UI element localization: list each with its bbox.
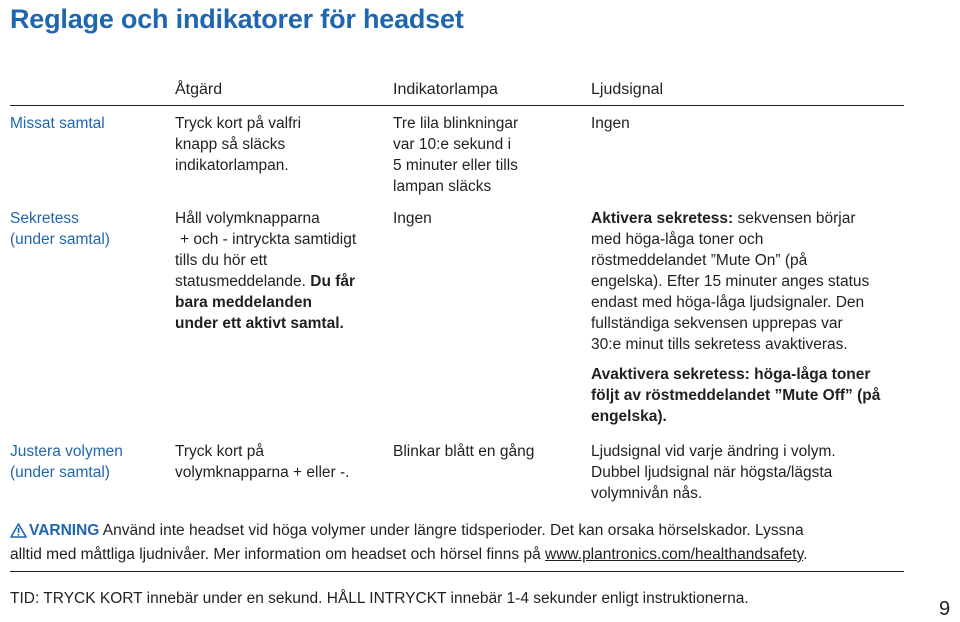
row-label: Missat samtal xyxy=(10,115,105,132)
page-title: Reglage och indikatorer för headset xyxy=(10,4,464,34)
footer-divider xyxy=(10,571,904,572)
header-divider xyxy=(10,105,904,106)
sound-cell: Ingen xyxy=(591,115,630,132)
warning-label: VARNING xyxy=(29,522,100,539)
column-header-indicator: Indikatorlampa xyxy=(393,81,498,98)
page-number: 9 xyxy=(939,598,951,620)
row-label: Justera volymen (under samtal) xyxy=(10,443,123,481)
sound-cell: Aktivera sekretess: sekvensen börjar med… xyxy=(591,210,881,425)
action-cell: Håll volymknapparna + och - intryckta sa… xyxy=(175,210,357,332)
tid-note: TID: TRYCK KORT innebär under en sekund.… xyxy=(10,590,749,607)
warning-triangle-icon xyxy=(10,523,27,544)
column-header-sound: Ljudsignal xyxy=(591,81,664,98)
column-header-action: Åtgärd xyxy=(175,81,223,98)
row-label: Sekretess (under samtal) xyxy=(10,210,110,248)
health-safety-link[interactable]: www.plantronics.com/healthandsafety xyxy=(545,546,804,563)
action-cell: Tryck kort på volymknapparna + eller -. xyxy=(175,443,350,481)
action-cell: Tryck kort på valfri knapp så släcks ind… xyxy=(175,115,302,174)
indicator-cell: Blinkar blått en gång xyxy=(393,443,535,460)
warning-notice: VARNING Använd inte headset vid höga vol… xyxy=(10,522,808,563)
indicator-cell: Tre lila blinkningar var 10:e sekund i 5… xyxy=(393,115,519,195)
indicator-cell: Ingen xyxy=(393,210,432,227)
sound-cell: Ljudsignal vid varje ändring i volym. Du… xyxy=(591,443,836,502)
